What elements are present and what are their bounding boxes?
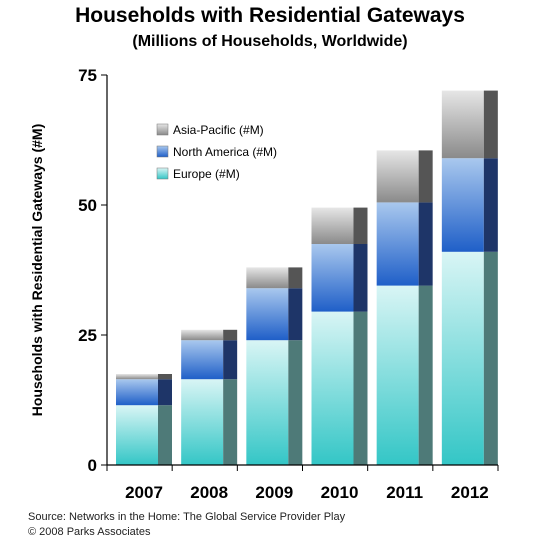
y-tick-label: 0 — [88, 456, 97, 475]
bar-side-2007-2 — [158, 374, 172, 380]
bar-side-2010-2 — [353, 207, 368, 244]
bar-2008-north — [181, 340, 224, 380]
chart-title: Households with Residential Gateways — [75, 4, 465, 27]
x-tick-label: 2007 — [125, 483, 163, 502]
bar-2009-asia-pacific — [246, 267, 289, 289]
y-axis-label: Households with Residential Gateways (#M… — [29, 124, 45, 417]
stacked-bar-chart: 2007 2008 2009 2010 2011 2012 0 25 50 75 Household… — [29, 66, 499, 502]
bar-2012-north — [441, 158, 484, 252]
bar-side-2007-0 — [158, 405, 172, 465]
bar-side-2012-2 — [483, 90, 498, 159]
bar-side-2012-0 — [483, 251, 498, 465]
y-tick-label: 50 — [78, 196, 97, 215]
legend-swatch — [156, 145, 169, 158]
y-tick-label: 25 — [78, 326, 97, 345]
bar-side-2007-1 — [158, 379, 172, 406]
bar-2007-north — [116, 379, 158, 406]
copyright-note: © 2008 Parks Associates — [28, 526, 151, 538]
legend-label: Asia-Pacific (#M) — [173, 123, 264, 137]
bar-2007-europe — [116, 405, 158, 465]
x-tick-label: 2008 — [190, 483, 228, 502]
bar-2011-north — [376, 202, 419, 286]
bar-2010-north — [311, 244, 354, 312]
bar-2010-asia-pacific — [311, 207, 354, 244]
legend-swatch — [156, 167, 169, 180]
bar-2011-asia-pacific — [376, 150, 419, 203]
bar-2012-europe — [441, 251, 484, 465]
bar-2009-europe — [246, 340, 289, 465]
bar-2008-asia-pacific — [181, 329, 224, 341]
bar-2007-asia-pacific — [116, 374, 158, 380]
x-tick-label: 2010 — [321, 483, 359, 502]
legend-label: Europe (#M) — [173, 167, 240, 181]
bar-side-2010-0 — [353, 311, 368, 465]
bar-side-2011-1 — [418, 202, 433, 286]
source-note: Source: Networks in the Home: The Global… — [28, 511, 346, 523]
bar-side-2008-0 — [223, 379, 238, 465]
bar-2012-asia-pacific — [441, 90, 484, 159]
bar-side-2009-2 — [288, 267, 303, 289]
bar-side-2011-0 — [418, 285, 433, 465]
bar-2009-north — [246, 288, 289, 341]
legend-label: North America (#M) — [173, 145, 277, 159]
x-tick-label: 2011 — [386, 483, 423, 502]
bar-side-2008-2 — [223, 329, 238, 341]
bar-side-2009-0 — [288, 340, 303, 465]
bar-side-2009-1 — [288, 288, 303, 341]
legend-swatch — [156, 123, 169, 136]
bar-2008-europe — [181, 379, 224, 465]
bar-2011-europe — [376, 285, 419, 465]
x-tick-label: 2009 — [255, 483, 293, 502]
x-tick-label: 2012 — [451, 483, 489, 502]
bar-side-2008-1 — [223, 340, 238, 380]
bar-2010-europe — [311, 311, 354, 465]
bar-side-2010-1 — [353, 244, 368, 312]
bar-side-2012-1 — [483, 158, 498, 252]
chart-subtitle: (Millions of Households, Worldwide) — [132, 33, 408, 50]
bar-side-2011-2 — [418, 150, 433, 203]
y-tick-label: 75 — [78, 66, 97, 85]
